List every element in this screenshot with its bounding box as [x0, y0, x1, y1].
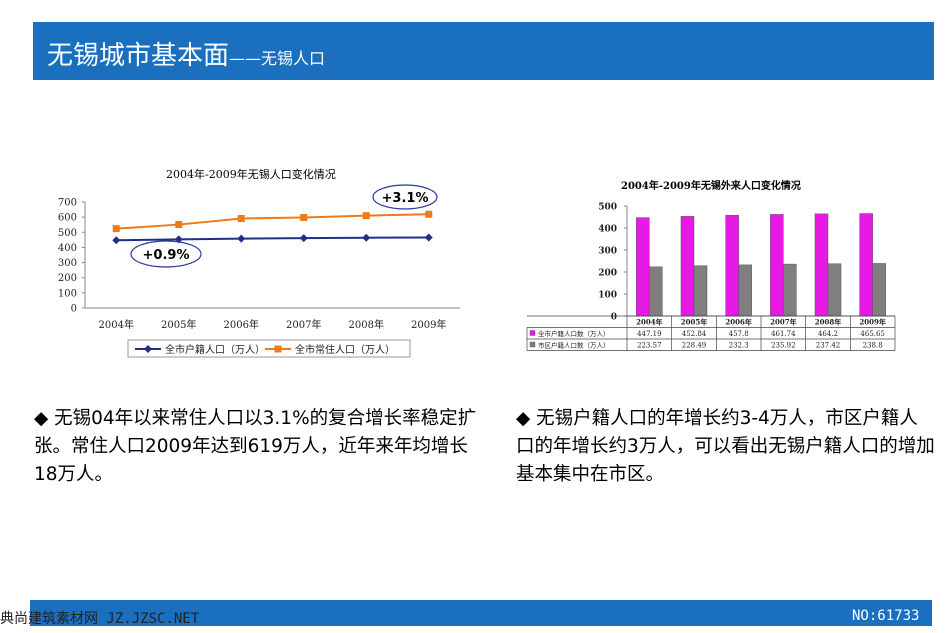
y-tick-label: 300: [598, 247, 617, 257]
data-label: 223.57: [637, 342, 662, 350]
annotation-label: +0.9%: [143, 248, 190, 263]
x-tick-label: 2009年: [411, 318, 446, 331]
bar-1: [680, 216, 695, 317]
annotation-growth-permanent: +3.1%: [372, 184, 438, 210]
x-tick-label: 2008年: [349, 318, 384, 331]
x-tick-label: 2009年: [859, 318, 885, 327]
y-tick-label: 500: [598, 203, 617, 213]
data-point: [362, 212, 370, 220]
footer-bar: [30, 600, 932, 626]
data-point: [425, 210, 433, 218]
y-tick-label: 500: [58, 228, 77, 239]
legend-label: 全市户籍人口（万人）: [165, 343, 265, 356]
legend-swatch: [529, 330, 536, 336]
y-tick-label: 300: [58, 258, 77, 269]
data-point: [362, 233, 371, 242]
legend-marker: [274, 345, 282, 353]
x-tick-label: 2006年: [224, 318, 259, 331]
x-tick-label: 2007年: [770, 318, 796, 327]
data-label: 461.74: [771, 330, 796, 338]
bar-1: [636, 217, 650, 317]
x-tick-label: 2005年: [161, 318, 196, 331]
data-point: [424, 233, 433, 242]
y-tick-label: 700: [58, 198, 77, 209]
data-point: [112, 236, 121, 245]
data-label: 452.84: [682, 330, 707, 338]
page-title-sub: ——无锡人口: [229, 49, 326, 68]
y-tick-label: 0: [71, 304, 77, 315]
data-label: 465.65: [860, 330, 885, 338]
x-tick-label: 2004年: [99, 318, 134, 331]
x-tick-label: 2005年: [681, 318, 707, 327]
series-line-2: [116, 213, 429, 230]
annotation-growth-registered: +0.9%: [130, 240, 202, 268]
data-label: 228.49: [682, 342, 707, 350]
page-title-main: 无锡城市基本面: [47, 41, 230, 71]
data-point: [300, 213, 308, 221]
data-label: 457.8: [729, 330, 749, 338]
bar-2: [827, 263, 842, 317]
footer-page-number: NO:61733: [852, 608, 920, 624]
y-tick-label: 0: [611, 313, 617, 323]
series-line-1: [116, 236, 429, 242]
line-legend: 全市户籍人口（万人） 全市常住人口（万人）: [127, 339, 411, 358]
bar-1: [859, 213, 873, 317]
bar-1: [770, 214, 784, 317]
legend-marker: [144, 345, 152, 353]
bar-2: [693, 265, 708, 317]
bar-data-table: 2004年 2005年 2006年 2007年 2008年 2009年全市户籍人口数（万人…: [526, 315, 896, 351]
data-label: 235.92: [771, 342, 796, 350]
x-tick-label: 2008年: [815, 318, 841, 327]
y-tick-label: 400: [598, 225, 617, 235]
data-point: [175, 221, 183, 229]
bar-2: [783, 263, 797, 317]
y-tick-label: 100: [598, 291, 617, 301]
y-tick-label: 600: [58, 213, 77, 224]
bar-chart-title: 2004年-2009年无锡外来人口变化情况: [621, 181, 801, 192]
footer-watermark: 典尚建筑素材网 JZ.JZSC.NET: [0, 611, 200, 627]
legend-swatch: [529, 341, 536, 348]
data-point: [112, 225, 120, 233]
line-chart: 2004年-2009年无锡人口变化情况 0 100 200 300 400 500 600 7…: [40, 160, 470, 365]
line-chart-svg: 0 100 200 300 400 500 600 700 2004年 2005年 2006年 200…: [58, 184, 460, 358]
legend-label: 全市常住人口（万人）: [295, 343, 395, 356]
data-point: [174, 235, 183, 244]
y-tick-label: 200: [598, 269, 617, 279]
data-point: [237, 234, 246, 243]
bar-2: [872, 263, 886, 317]
x-tick-label: 2007年: [286, 318, 321, 331]
header-bar: 无锡城市基本面——无锡人口: [33, 22, 934, 80]
page-title: 无锡城市基本面——无锡人口: [47, 35, 325, 72]
data-label: 232.3: [729, 342, 749, 350]
data-label: 447.19: [637, 330, 662, 338]
x-tick-label: 2004年: [636, 318, 662, 327]
annotation-label: +3.1%: [382, 191, 429, 206]
x-tick-label: 2006年: [725, 318, 751, 327]
bullet-right: ◆ 无锡户籍人口的年增长约3-4万人，市区户籍人口的年增长约3万人，可以看出无锡…: [516, 408, 935, 485]
bar-1: [725, 215, 739, 317]
y-tick-label: 200: [58, 273, 77, 284]
bar-1: [814, 213, 829, 317]
legend-label: 市区户籍人口数（万人）: [538, 341, 610, 350]
y-tick-label: 400: [58, 243, 77, 254]
bar-chart: 2004年-2009年无锡外来人口变化情况 0 100 200 300 400 500 20…: [525, 170, 905, 355]
y-tick-label: 100: [58, 288, 77, 299]
data-point: [237, 215, 245, 223]
data-label: 238.8: [863, 342, 883, 350]
data-label: 464.2: [818, 330, 838, 338]
data-label: 237.42: [816, 342, 841, 350]
annotation-oval: [372, 184, 438, 210]
legend-label: 全市户籍人口数（万人）: [538, 329, 610, 338]
bar-chart-svg: 0 100 200 300 400 500 2004年 2005年 2006年 2007年 2008…: [526, 203, 896, 351]
data-point: [299, 234, 308, 243]
bar-2: [738, 264, 752, 317]
line-chart-title: 2004年-2009年无锡人口变化情况: [166, 168, 336, 181]
annotation-oval: [130, 240, 202, 268]
bullet-left: ◆ 无锡04年以来常住人口以3.1%的复合增长率稳定扩张。常住人口2009年达到…: [34, 408, 477, 485]
bar-2: [649, 266, 663, 317]
